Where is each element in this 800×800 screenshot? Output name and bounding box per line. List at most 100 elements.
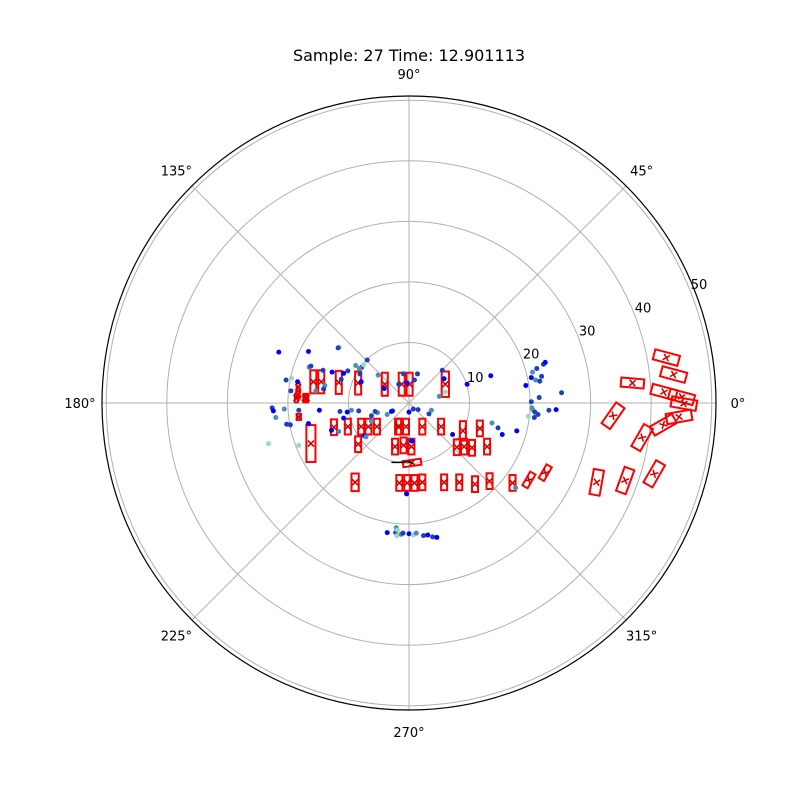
- box-center-marker: [441, 380, 449, 388]
- bounding-box: [664, 408, 694, 426]
- scatter-point: [372, 408, 378, 414]
- scatter-point: [266, 441, 272, 447]
- scatter-point: [353, 362, 359, 368]
- scatter-point: [530, 369, 536, 375]
- box-center-marker: [373, 423, 381, 431]
- box-center-marker: [455, 478, 463, 486]
- bounding-box: [380, 371, 389, 397]
- box-center-marker: [351, 478, 359, 486]
- scatter-point: [356, 365, 362, 371]
- box-outline: [460, 437, 469, 456]
- box-outline: [614, 465, 636, 496]
- box-outline: [357, 417, 366, 436]
- bounding-box: [329, 418, 338, 437]
- bounding-box: [614, 465, 636, 496]
- scatter-point: [313, 388, 319, 394]
- scatter-point: [450, 431, 456, 437]
- bounding-box: [354, 435, 363, 454]
- box-outline: [334, 369, 343, 395]
- scatter-point: [410, 406, 416, 412]
- box-center-marker: [459, 427, 467, 435]
- bounding-box: [600, 400, 626, 431]
- bounding-box: [619, 376, 646, 390]
- scatter-point: [338, 376, 344, 382]
- scatter-point: [426, 411, 432, 417]
- box-outline: [305, 424, 317, 464]
- bounding-box: [401, 417, 410, 436]
- box-center-marker: [629, 379, 636, 387]
- bounding-box: [658, 365, 689, 385]
- scatter-point: [296, 407, 302, 413]
- box-center-marker: [540, 470, 550, 475]
- box-center-marker: [307, 440, 315, 448]
- bounding-box: [410, 474, 419, 492]
- scatter-point: [341, 370, 347, 376]
- scatter-point: [296, 442, 302, 448]
- box-outline: [394, 417, 403, 436]
- scatter-point: [464, 381, 470, 387]
- box-outline: [588, 467, 606, 497]
- box-center-marker: [364, 423, 372, 431]
- box-outline: [658, 365, 689, 385]
- box-center-marker: [476, 424, 484, 432]
- bounding-box: [350, 472, 360, 493]
- box-outline: [669, 395, 699, 413]
- scatter-point: [341, 415, 347, 421]
- angle-tick-label: 225°: [161, 630, 192, 645]
- scatter-point: [421, 533, 427, 539]
- scatter-point: [396, 381, 402, 387]
- scatter-point: [394, 527, 400, 533]
- scatter-point: [537, 378, 543, 384]
- radial-tick-label: 20: [523, 348, 540, 363]
- bounding-box: [394, 417, 403, 436]
- scatter-point: [553, 407, 559, 413]
- scatter-point: [513, 485, 519, 491]
- scatter-point: [337, 408, 343, 414]
- bounding-boxes: [292, 348, 699, 497]
- scatter-point: [404, 491, 410, 497]
- scatter-point: [328, 427, 334, 433]
- box-outline: [483, 437, 492, 456]
- scatter-point: [384, 530, 390, 536]
- box-center-marker: [680, 399, 687, 408]
- box-outline: [440, 370, 450, 398]
- box-outline: [485, 472, 494, 490]
- scatter-point: [404, 380, 410, 386]
- scatter-point: [439, 367, 445, 373]
- scatter-point: [283, 377, 289, 383]
- box-center-marker: [402, 423, 410, 431]
- scatter-point: [270, 408, 276, 414]
- bounding-box: [403, 474, 412, 492]
- radial-tick-label: 10: [467, 371, 484, 386]
- scatter-point: [409, 438, 415, 444]
- radial-tick-label: 30: [579, 324, 596, 339]
- box-outline: [391, 437, 400, 456]
- box-outline: [440, 473, 449, 492]
- scatter-point: [308, 363, 314, 369]
- bounding-box: [649, 382, 679, 402]
- scatter-point: [414, 371, 420, 377]
- scatter-point: [415, 407, 421, 413]
- bounding-box: [455, 473, 464, 492]
- scatter-point: [363, 434, 369, 440]
- box-center-marker: [637, 435, 647, 440]
- scatter-point: [400, 530, 406, 536]
- bounding-box: [485, 472, 494, 490]
- scatter-point: [316, 407, 322, 413]
- scatter-point: [329, 369, 335, 375]
- scatter-point: [411, 377, 417, 383]
- box-center-marker: [621, 478, 630, 483]
- box-outline: [380, 371, 389, 397]
- box-outline: [418, 417, 427, 436]
- scatter-point: [358, 379, 364, 385]
- bounding-box: [537, 462, 554, 483]
- box-outline: [649, 382, 679, 402]
- scatter-point: [535, 412, 541, 418]
- box-outline: [664, 408, 694, 426]
- radial-tick-label: 40: [635, 301, 652, 316]
- box-center-marker: [317, 378, 325, 386]
- box-center-marker: [418, 478, 426, 486]
- box-center-marker: [663, 353, 670, 362]
- scatter-point: [273, 415, 279, 421]
- bounding-box: [460, 437, 469, 456]
